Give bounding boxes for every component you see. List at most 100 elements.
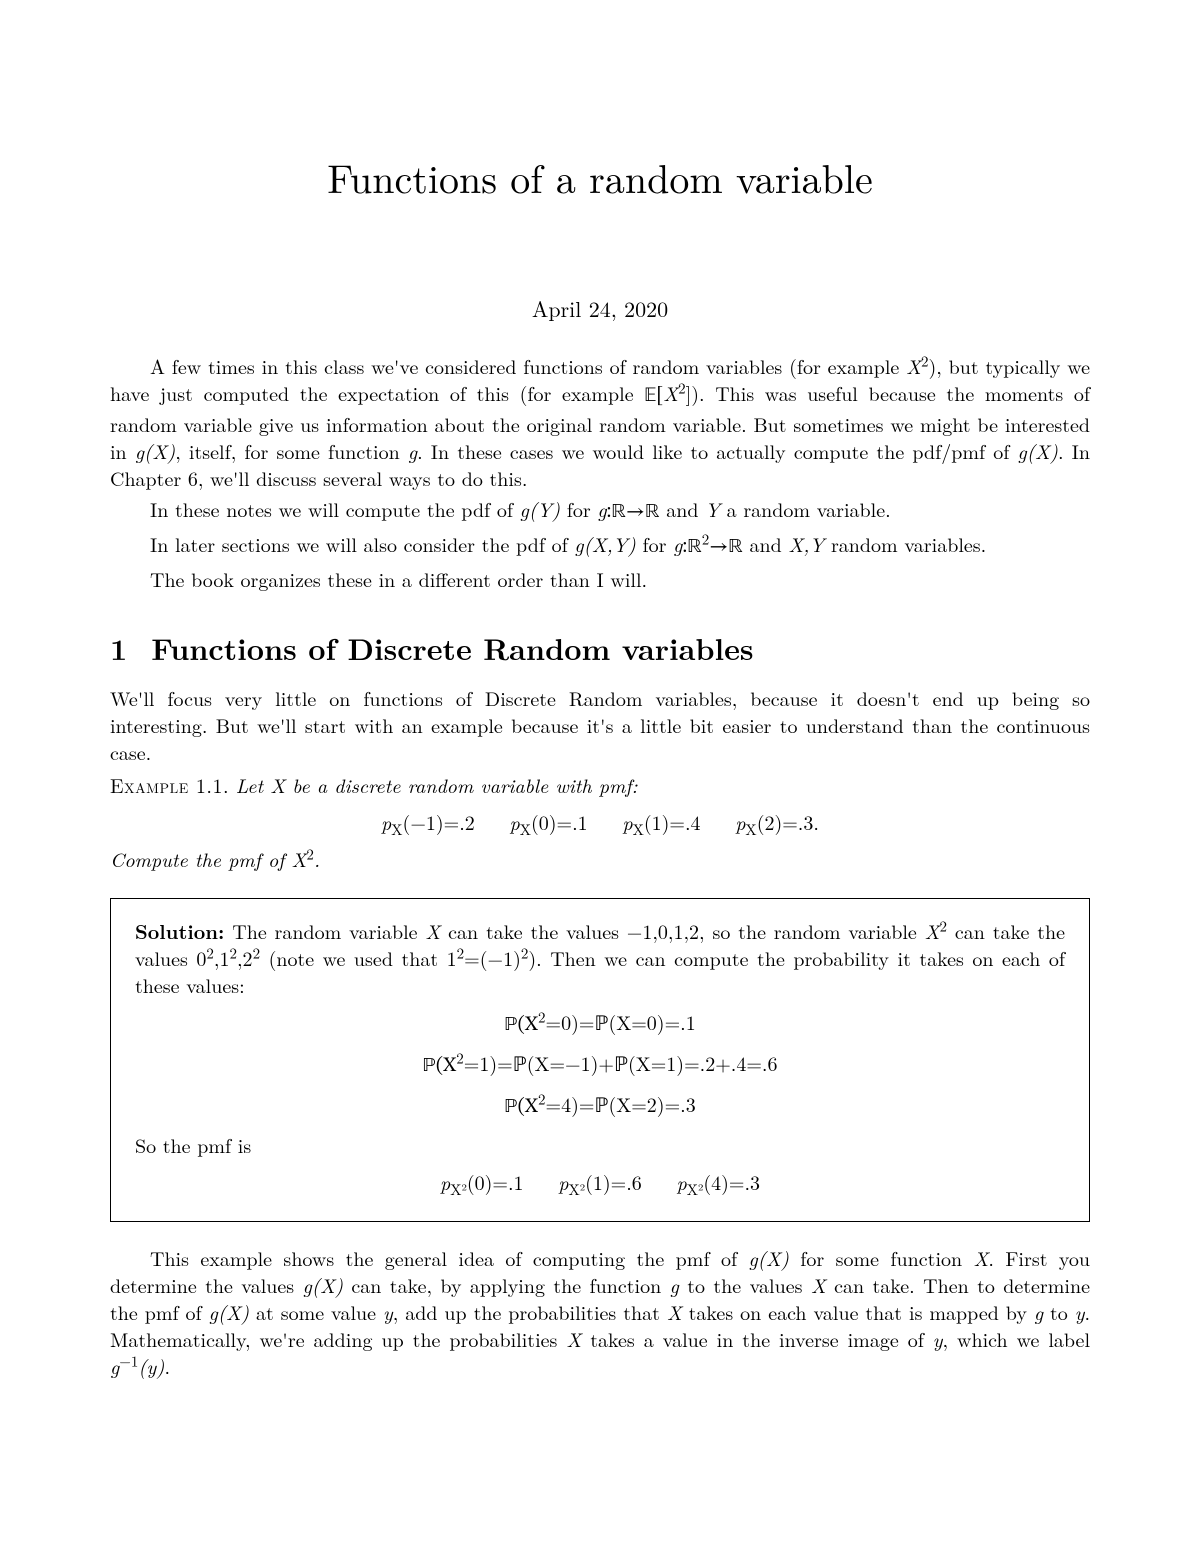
eq-part: (2)=.3. xyxy=(757,807,819,836)
math: g xyxy=(408,436,417,465)
math: X xyxy=(906,351,921,380)
text: , itself, for some function xyxy=(175,436,408,465)
math: g(X) xyxy=(135,436,175,465)
eq-part: (4)=.3 xyxy=(703,1167,760,1196)
intro-paragraph-1: A few times in this class we've consider… xyxy=(110,352,1090,491)
section-1-heading: 1 Functions of Discrete Random variables xyxy=(110,628,1090,669)
math: →ℝ xyxy=(709,537,743,557)
math: g xyxy=(673,529,682,558)
intro-paragraph-3: In later sections we will also consider … xyxy=(110,530,1090,561)
math: g(Y) xyxy=(520,494,560,523)
math: y xyxy=(383,1297,393,1326)
math: X xyxy=(974,1243,989,1272)
text: random variables. xyxy=(824,529,986,558)
text: , add up the probabilities that xyxy=(393,1297,667,1326)
text: A few times in this class we've consider… xyxy=(150,351,906,380)
math: X xyxy=(291,844,306,873)
math: g(X) xyxy=(1018,436,1058,465)
math: ℙ(X xyxy=(423,1056,457,1076)
solution-label: Solution: xyxy=(135,916,224,945)
math: Y xyxy=(705,494,720,523)
math: X xyxy=(425,916,440,945)
eq-part: (1)=.6 xyxy=(585,1167,642,1196)
math: :ℝ→ℝ xyxy=(607,502,660,522)
math: y xyxy=(933,1324,943,1353)
math: X xyxy=(566,1324,581,1353)
intro-paragraph-2: In these notes we will compute the pdf o… xyxy=(110,495,1090,526)
intro-paragraph-4: The book organizes these in a different … xyxy=(110,565,1090,592)
example-compute: Compute the pmf of X2. xyxy=(110,845,1090,872)
math: g xyxy=(110,1351,119,1380)
text: for xyxy=(560,494,597,523)
eq-part: (1)=.4 xyxy=(644,807,701,836)
solution-eq-2: ℙ(X2=1)=ℙ(X=−1)+ℙ(X=1)=.2+.4=.6 xyxy=(135,1049,1065,1080)
text: to the values xyxy=(679,1270,811,1299)
math: ℙ(X xyxy=(504,1097,538,1117)
text: can take the values −1,0,1,2, so the ran… xyxy=(440,916,924,945)
text: Compute the pmf of xyxy=(110,844,291,873)
eq-part: (−1)=.2 xyxy=(403,807,475,836)
math: :ℝ xyxy=(682,537,701,557)
eq-part: (0)=.1 xyxy=(467,1167,524,1196)
text: . In these cases we would like to actual… xyxy=(417,436,1017,465)
eq-part: (0)=.1 xyxy=(531,807,588,836)
text: ,2 xyxy=(237,943,253,972)
text: to xyxy=(1043,1297,1075,1326)
text: =(−1) xyxy=(464,943,521,972)
text: at some value xyxy=(249,1297,383,1326)
example-1.1: Example 1.1. Let X be a discrete random … xyxy=(110,771,1090,798)
math: X,Y xyxy=(788,529,824,558)
math: X xyxy=(925,916,940,945)
math: =1)=ℙ(X=−1)+ℙ(X=1)=.2+.4=.6 xyxy=(464,1048,778,1077)
solution-eq-1: ℙ(X2=0)=ℙ(X=0)=.1 xyxy=(135,1008,1065,1039)
text: for some function xyxy=(789,1243,974,1272)
math: g(X) xyxy=(303,1270,343,1299)
text: Let xyxy=(236,770,271,799)
example-pmf-equation: pX(−1)=.2 pX(0)=.1 pX(1)=.4 pX(2)=.3. xyxy=(110,808,1090,835)
text: takes on each value that is mapped by xyxy=(682,1297,1034,1326)
document-title: Functions of a random variable xyxy=(110,150,1090,204)
text: In these notes we will compute the pdf o… xyxy=(150,494,520,523)
math: g xyxy=(1034,1297,1043,1326)
math: y xyxy=(1075,1297,1085,1326)
math: g(X) xyxy=(748,1243,788,1272)
text: for xyxy=(636,529,673,558)
section-1-paragraph: We'll focus very little on functions of … xyxy=(110,684,1090,765)
solution-pmf-equation: pX²(0)=.1 pX²(1)=.6 pX²(4)=.3 xyxy=(135,1168,1065,1195)
math: 𝔼[ xyxy=(644,386,663,406)
text: . xyxy=(164,1351,170,1380)
text: and xyxy=(660,494,706,523)
math: g xyxy=(670,1270,679,1299)
solution-so: So the pmf is xyxy=(135,1131,1065,1158)
math: g(X) xyxy=(209,1297,249,1326)
math: (y) xyxy=(138,1351,164,1380)
math: X xyxy=(270,770,285,799)
example-label: Example 1.1. xyxy=(110,770,229,799)
text: be a discrete random variable with pmf: xyxy=(285,770,637,799)
text: a random variable. xyxy=(720,494,891,523)
text: , which we label xyxy=(943,1324,1090,1353)
text: The random variable xyxy=(224,916,425,945)
math: =4)=ℙ(X=2)=.3 xyxy=(546,1089,696,1118)
solution-paragraph: Solution: The random variable X can take… xyxy=(135,917,1065,998)
text: can take, by applying the function xyxy=(343,1270,670,1299)
text: This example shows the general idea of c… xyxy=(150,1243,748,1272)
text: takes a value in the inverse image of xyxy=(581,1324,933,1353)
text: and xyxy=(743,529,789,558)
text: In later sections we will also consider … xyxy=(150,529,574,558)
document-page: Functions of a random variable April 24,… xyxy=(0,0,1200,1553)
math: ℙ(X xyxy=(504,1015,538,1035)
math: X xyxy=(811,1270,826,1299)
solution-box: Solution: The random variable X can take… xyxy=(110,898,1090,1222)
solution-eq-3: ℙ(X2=4)=ℙ(X=2)=.3 xyxy=(135,1090,1065,1121)
section-number: 1 xyxy=(110,628,127,669)
math: −1 xyxy=(119,1351,138,1372)
math: g xyxy=(597,494,606,523)
math: g(X,Y) xyxy=(574,529,635,558)
math: X xyxy=(663,378,678,407)
closing-paragraph: This example shows the general idea of c… xyxy=(110,1244,1090,1379)
section-title: Functions of Discrete Random variables xyxy=(151,626,753,669)
text: . xyxy=(314,844,320,873)
math: =0)=ℙ(X=0)=.1 xyxy=(546,1007,696,1036)
text: ,1 xyxy=(214,943,230,972)
